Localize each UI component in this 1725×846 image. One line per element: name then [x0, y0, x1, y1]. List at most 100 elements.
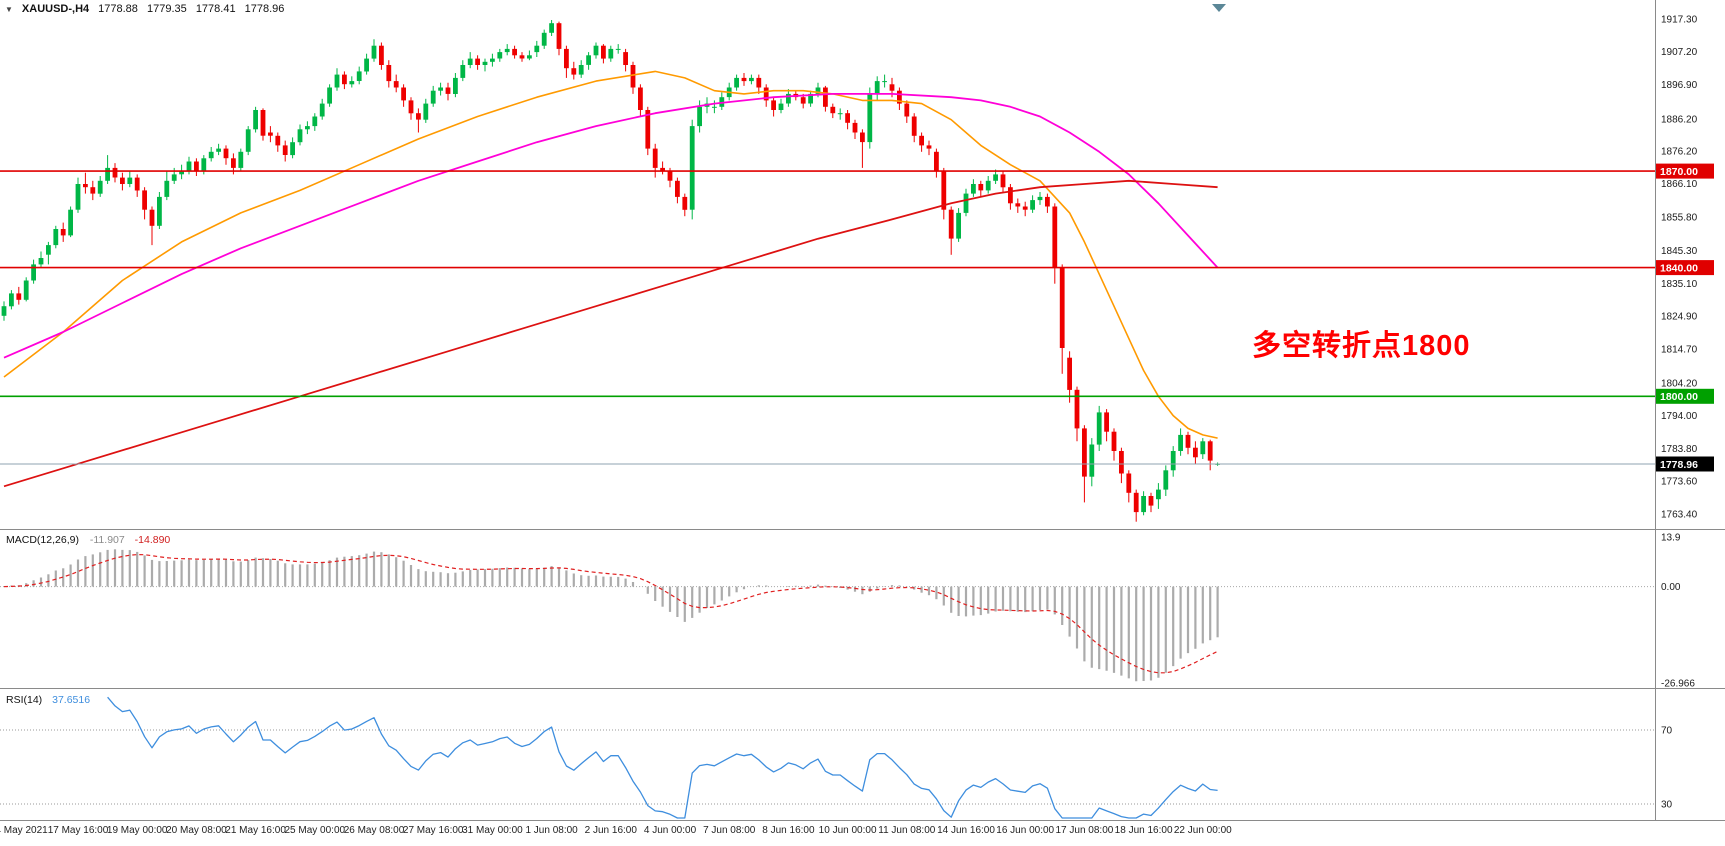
candle-body — [993, 174, 998, 181]
candle-body — [460, 65, 466, 78]
candle-body — [867, 93, 873, 143]
candle-body — [164, 180, 170, 197]
candle-body — [845, 113, 850, 123]
candle-body — [430, 90, 436, 104]
candle-body — [1200, 441, 1206, 455]
candle-body — [638, 87, 643, 110]
candle-body — [645, 110, 651, 149]
candle-body — [475, 58, 480, 65]
candle-body — [1163, 470, 1169, 490]
candle-body — [349, 81, 355, 85]
price-badge-label: 1870.00 — [1660, 166, 1698, 178]
date-tick-label: 26 May 08:00 — [344, 825, 405, 836]
candle-body — [837, 113, 843, 115]
candle-body — [504, 48, 510, 53]
candle-body — [305, 126, 310, 130]
candle-body — [682, 196, 688, 210]
price-tick-label: 1783.80 — [1661, 444, 1698, 455]
candle-body — [1119, 451, 1124, 474]
candle-body — [897, 90, 902, 104]
price-badge-label: 1840.00 — [1660, 262, 1698, 274]
date-tick-label: 18 Jun 16:00 — [1115, 825, 1173, 836]
price-tick-label: 1907.20 — [1661, 47, 1698, 58]
candle-body — [667, 171, 673, 181]
candle-body — [889, 84, 895, 91]
price-tick-label: 1794.00 — [1661, 411, 1698, 422]
ma-fast-orange — [3, 70, 1218, 439]
candle-body — [712, 106, 717, 108]
ma-slow-red — [3, 179, 1218, 488]
price-tick-label: 1824.90 — [1661, 312, 1698, 323]
candle-body — [823, 87, 828, 107]
low-value: 1778.41 — [195, 3, 236, 15]
candlestick-series — [1, 20, 1220, 522]
candle-body — [260, 110, 266, 136]
candle-body — [319, 103, 325, 117]
candle-body — [926, 145, 932, 149]
symbol-dropdown-icon[interactable]: ▼ — [5, 4, 13, 14]
candle-body — [1045, 196, 1050, 207]
candle-body — [519, 55, 525, 59]
date-tick-label: 14 Jun 16:00 — [937, 825, 995, 836]
candle-body — [623, 52, 628, 65]
candle-body — [423, 103, 429, 120]
chart-shift-marker-icon[interactable] — [1212, 4, 1226, 12]
candle-body — [660, 167, 665, 172]
price-badge[interactable] — [1656, 388, 1714, 404]
candle-body — [971, 184, 976, 194]
candle-body — [985, 180, 991, 191]
date-tick-label: 25 May 00:00 — [284, 825, 345, 836]
candle-body — [1148, 496, 1154, 506]
candle-body — [216, 148, 221, 152]
candle-body — [586, 55, 591, 65]
price-tick-label: 1763.40 — [1661, 510, 1698, 521]
macd-main-value: -11.907 — [89, 534, 125, 546]
candle-body — [297, 129, 303, 143]
candle-body — [194, 161, 199, 172]
price-tick-label: 1845.30 — [1661, 246, 1698, 257]
candle-body — [16, 293, 22, 300]
candle-body — [386, 65, 392, 82]
candle-body — [630, 65, 636, 88]
price-badge[interactable] — [1656, 163, 1714, 179]
date-tick-label: 8 Jun 16:00 — [762, 825, 815, 836]
candle-body — [342, 74, 347, 85]
candle-body — [1207, 441, 1213, 461]
close-value: 1778.96 — [244, 3, 285, 15]
rsi-label: RSI(14) — [6, 694, 43, 706]
candle-body — [608, 48, 614, 59]
candle-body — [371, 45, 377, 59]
candle-body — [578, 65, 584, 75]
date-tick-label: 1 Jun 08:00 — [525, 825, 578, 836]
date-tick-label: 2 Jun 16:00 — [585, 825, 638, 836]
candle-body — [38, 258, 44, 265]
candle-body — [379, 45, 384, 65]
candle-body — [1178, 434, 1183, 451]
candle-body — [97, 180, 103, 194]
candle-body — [756, 77, 762, 88]
date-tick-label: 17 May 16:00 — [48, 825, 109, 836]
price-badge[interactable] — [1656, 260, 1714, 276]
macd-axis-label: -26.966 — [1661, 678, 1695, 689]
candle-body — [46, 245, 51, 255]
candle-body — [815, 87, 821, 94]
candle-body — [327, 87, 332, 104]
candle-body — [68, 209, 73, 236]
candle-body — [860, 132, 865, 143]
candle-body — [497, 52, 503, 59]
candle-body — [364, 58, 369, 72]
candle-body — [157, 196, 162, 226]
candle-body — [290, 142, 295, 156]
candle-body — [75, 184, 81, 210]
candle-body — [231, 158, 236, 168]
date-tick-label: 16 Jun 00:00 — [996, 825, 1054, 836]
rsi-level-label: 30 — [1661, 800, 1673, 811]
candle-body — [934, 151, 939, 172]
candle-body — [334, 74, 340, 88]
candle-body — [275, 135, 281, 146]
candle-body — [1052, 206, 1058, 268]
candle-body — [467, 58, 473, 65]
rsi-level-label: 70 — [1661, 726, 1673, 737]
candle-body — [652, 148, 658, 168]
